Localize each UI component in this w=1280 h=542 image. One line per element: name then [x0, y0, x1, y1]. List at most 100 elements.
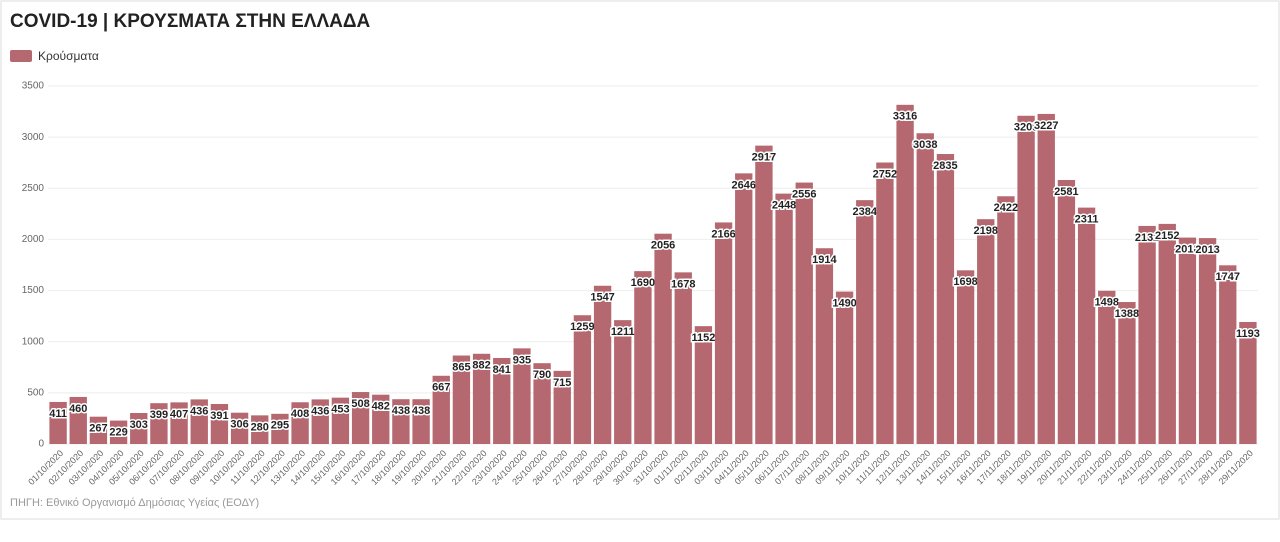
- bar: [694, 326, 713, 444]
- value-label: 1498: [1095, 297, 1119, 309]
- bar: [1037, 113, 1055, 444]
- bar: [69, 396, 87, 444]
- value-label: 2556: [792, 188, 816, 200]
- value-label: 1152: [691, 332, 715, 344]
- bar: [614, 320, 632, 444]
- value-label: 3209: [1014, 122, 1038, 134]
- value-label: 391: [210, 410, 228, 422]
- bar: [412, 399, 430, 444]
- value-label: 2646: [732, 179, 756, 191]
- bar: [755, 145, 773, 444]
- value-label: 1211: [611, 326, 635, 338]
- value-label: 438: [412, 405, 430, 417]
- value-label: 306: [230, 419, 248, 431]
- value-label: 2752: [873, 168, 897, 180]
- value-label: 2917: [752, 152, 776, 164]
- value-label: 1698: [953, 276, 977, 288]
- value-label: 882: [472, 360, 490, 372]
- bar: [1017, 115, 1035, 445]
- value-label: 935: [513, 354, 531, 366]
- value-label: 508: [351, 398, 369, 410]
- bar: [271, 413, 289, 444]
- bar: [493, 357, 511, 444]
- bar: [392, 399, 410, 444]
- bar: [815, 248, 834, 444]
- bar: [89, 416, 108, 444]
- bar: [432, 375, 450, 444]
- y-tick-label: 500: [27, 387, 44, 398]
- value-label: 229: [109, 426, 127, 438]
- value-label: 2132: [1135, 232, 1159, 244]
- bar: [1098, 290, 1116, 444]
- bar: [634, 271, 652, 444]
- y-tick-label: 2000: [22, 234, 45, 245]
- value-label: 436: [190, 405, 208, 417]
- bar: [674, 272, 692, 444]
- bar: [1118, 302, 1136, 444]
- value-label: 715: [553, 377, 571, 389]
- value-label: 2056: [651, 240, 675, 252]
- value-label: 2422: [994, 202, 1018, 214]
- bar: [109, 420, 128, 444]
- bar: [49, 401, 67, 444]
- value-label: 2448: [772, 200, 796, 212]
- value-label: 2152: [1155, 230, 1179, 242]
- bar: [452, 355, 471, 444]
- y-tick-label: 3500: [22, 81, 45, 92]
- bar: [916, 133, 934, 445]
- value-label: 3227: [1034, 120, 1058, 132]
- bar: [835, 291, 854, 444]
- bar: [130, 413, 148, 444]
- value-label: 438: [392, 405, 410, 417]
- value-label: 1259: [570, 321, 594, 333]
- value-label: 482: [372, 401, 390, 413]
- y-tick-label: 0: [38, 439, 44, 450]
- bar: [795, 182, 813, 444]
- y-tick-label: 1000: [22, 336, 45, 347]
- bar: [1198, 238, 1217, 444]
- bar: [351, 392, 370, 444]
- source: ΠΗΓΗ: Εθνικό Οργανισμό Δημόσιας Υγείας (…: [10, 497, 259, 509]
- value-label: 436: [311, 405, 329, 417]
- legend-swatch: [10, 50, 32, 62]
- bar: [170, 402, 188, 444]
- value-label: 1490: [832, 298, 856, 310]
- value-label: 667: [432, 382, 450, 394]
- bar: [896, 104, 914, 445]
- value-label: 303: [130, 419, 148, 431]
- bar: [714, 222, 733, 444]
- value-label: 267: [89, 423, 107, 435]
- bar: [977, 219, 995, 444]
- bar: [150, 403, 168, 444]
- bar: [190, 399, 208, 444]
- bar: [533, 363, 551, 444]
- bar: [291, 402, 309, 444]
- bar: [311, 399, 329, 444]
- bar: [210, 404, 229, 444]
- bar: [1057, 180, 1076, 445]
- bar: [1138, 225, 1156, 444]
- value-label: 453: [331, 404, 349, 416]
- bar: [1158, 223, 1176, 444]
- y-tick-label: 2500: [22, 183, 45, 194]
- bar: [593, 285, 612, 444]
- bar: [513, 348, 531, 444]
- bar: [1178, 237, 1197, 444]
- y-tick-label: 3000: [22, 132, 45, 143]
- value-label: 295: [271, 420, 289, 432]
- value-label: 2835: [933, 160, 957, 172]
- bar: [331, 397, 350, 444]
- bar: [1077, 207, 1096, 444]
- value-label: 280: [251, 421, 269, 433]
- y-tick-label: 1500: [22, 285, 45, 296]
- value-label: 2198: [974, 225, 998, 237]
- value-label: 408: [291, 408, 309, 420]
- value-label: 1388: [1115, 308, 1139, 320]
- value-label: 1547: [590, 292, 614, 304]
- bar: [997, 196, 1015, 444]
- value-label: 1914: [812, 254, 837, 266]
- bar: [956, 270, 975, 444]
- legend-label: Κρούσματα: [38, 49, 99, 63]
- bar: [1239, 321, 1257, 444]
